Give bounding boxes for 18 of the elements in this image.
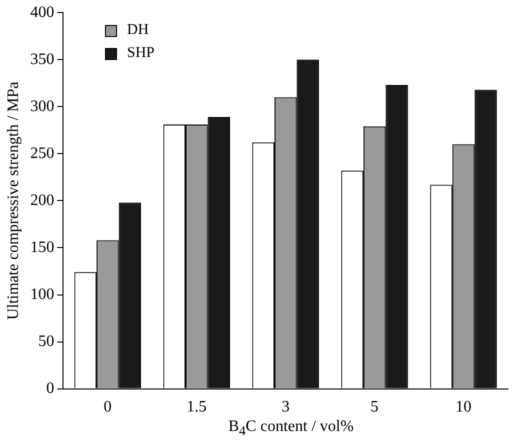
y-tick-label: 100 — [30, 286, 54, 303]
legend-label: DH — [127, 22, 149, 39]
y-tick-label: 200 — [30, 192, 54, 209]
x-tick-label: 10 — [456, 398, 472, 416]
y-tick-label: 50 — [38, 332, 54, 350]
y-tick-label: 400 — [30, 4, 54, 21]
x-tick-label: 0 — [104, 398, 112, 416]
y-tick-label: 0 — [46, 380, 54, 398]
y-tick-label: 250 — [30, 144, 54, 162]
x-tick-label: 3 — [282, 398, 290, 416]
x-axis-title: B$_{4}$C content / vol% — [227, 418, 355, 440]
y-tick-label: 350 — [30, 50, 54, 68]
y-axis-title: Ultimate compressive strength / MPa — [4, 82, 22, 320]
legend-label: SHP — [127, 45, 155, 62]
y-tick-label: 150 — [30, 238, 54, 256]
x-tick-label: 5 — [370, 398, 379, 416]
x-tick-label: 1.5 — [186, 398, 207, 416]
y-tick-label: 300 — [30, 98, 54, 115]
